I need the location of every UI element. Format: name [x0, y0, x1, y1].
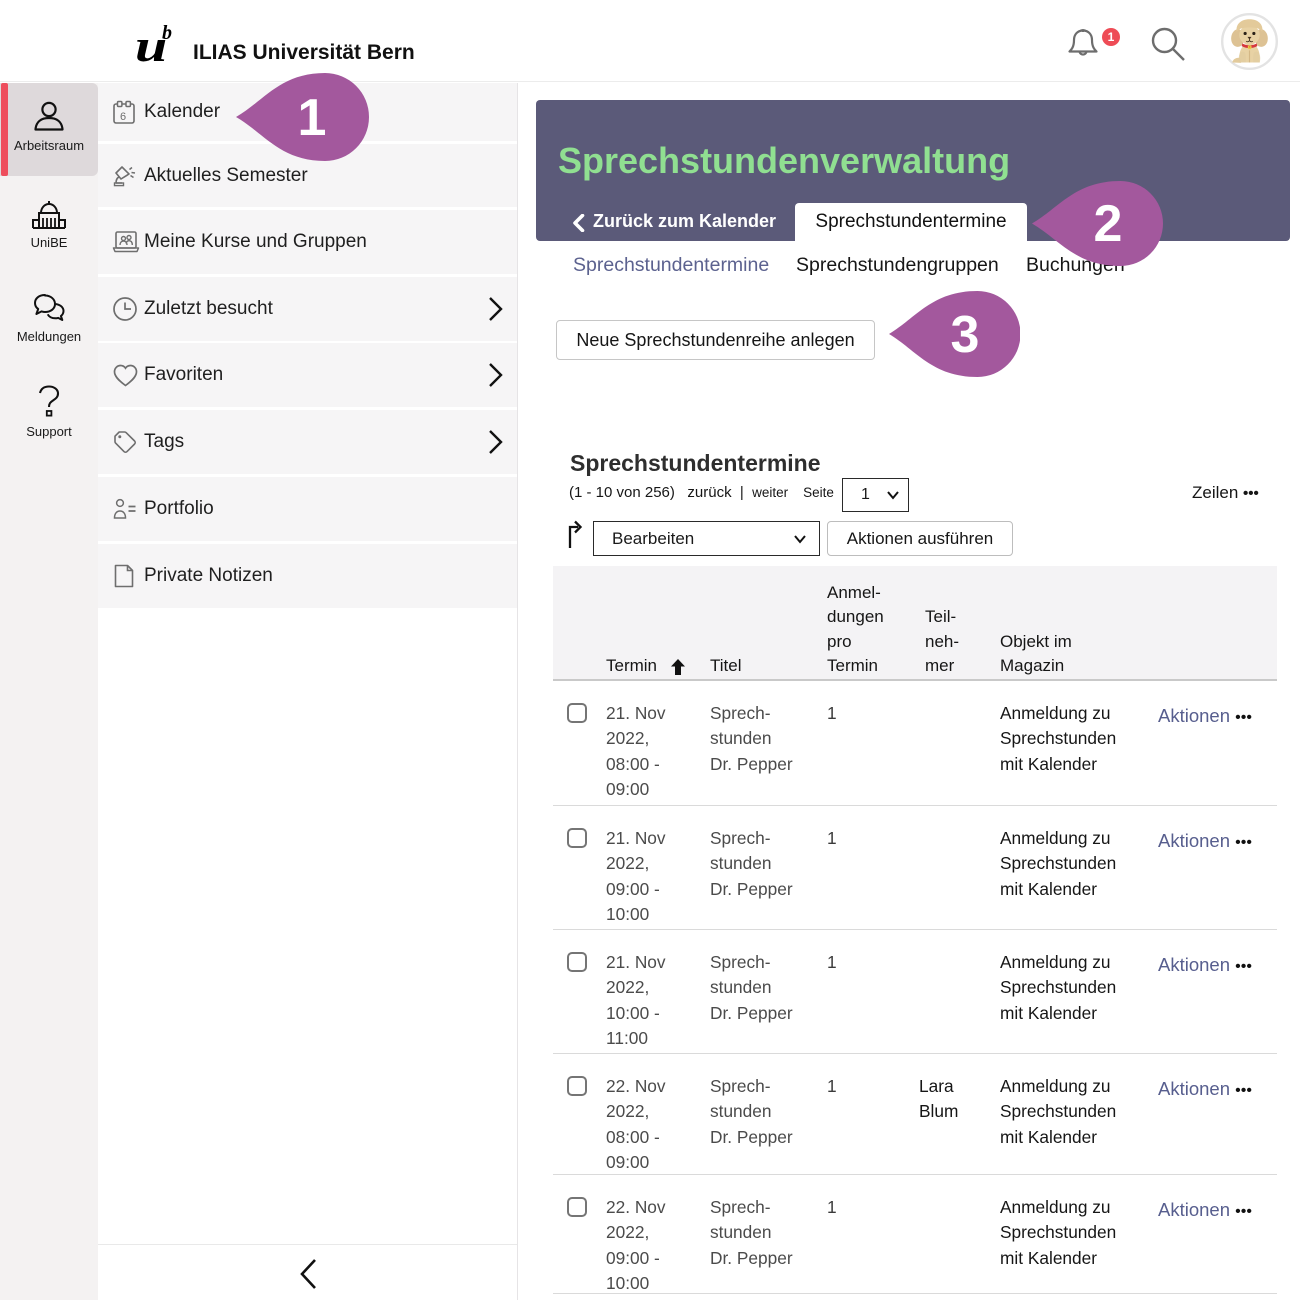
svg-text:6: 6	[120, 111, 126, 123]
svg-text:3: 3	[951, 306, 980, 364]
svg-text:2: 2	[1094, 195, 1123, 253]
svg-text:1: 1	[298, 89, 327, 147]
